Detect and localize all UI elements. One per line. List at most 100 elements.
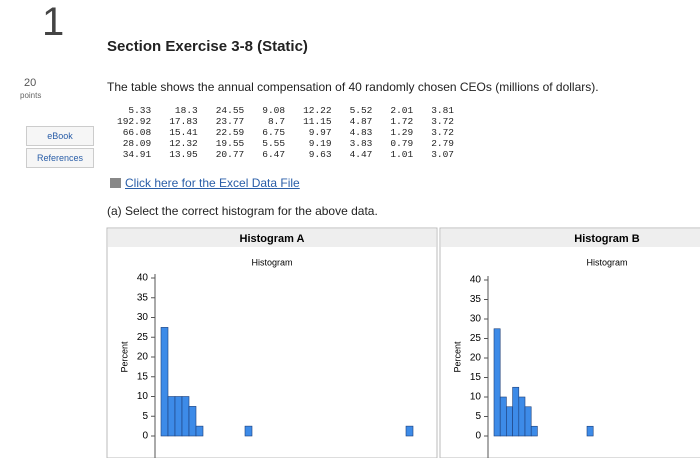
bar [195, 425, 204, 437]
bar [506, 406, 513, 437]
table-cell: 9.63 [308, 149, 332, 160]
table-cell: 66.08 [122, 127, 152, 138]
table-cell: 11.15 [303, 116, 332, 127]
points: 20 [24, 77, 37, 89]
bar [518, 396, 526, 437]
table-cell: 0.79 [390, 138, 414, 149]
table-row: 28.09 12.32 19.55 5.55 9.19 3.83 0.79 2.79 [108, 138, 463, 149]
y-tick-label: 0 [475, 431, 481, 442]
bar [512, 386, 520, 437]
bar [244, 425, 253, 437]
section-title: Section Exercise 3-8 (Static) [107, 38, 308, 55]
table-cell: 23.77 [215, 116, 245, 127]
histogram-title: Histogram A [240, 233, 305, 245]
link-text[interactable]: Click here for the Excel Data File [125, 176, 300, 190]
table-cell: 5.55 [262, 138, 286, 149]
table-cell: 3.83 [349, 138, 373, 149]
table-row: 192.92 17.83 23.77 8.7 11.15 4.87 1.72 3.72 [108, 116, 463, 127]
table-cell: 20.77 [215, 149, 245, 160]
histogram-subtitle: Histogram [586, 257, 627, 267]
histogram-subtitle: Histogram [251, 257, 292, 267]
question-number: 1 [42, 0, 65, 44]
table-cell: 3.72 [431, 116, 455, 127]
y-tick-label: 40 [137, 273, 149, 284]
table-cell: 6.75 [262, 127, 286, 138]
excel-link[interactable]: Click here for the Excel Data File [110, 176, 300, 190]
bar [160, 327, 169, 437]
table-cell: 12.32 [169, 138, 198, 149]
y-tick-label: 25 [470, 333, 482, 344]
table-cell: 2.79 [431, 138, 455, 149]
y-axis-label: Percent [452, 341, 462, 373]
y-tick-label: 15 [137, 371, 149, 382]
table-cell: 9.19 [308, 138, 332, 149]
table-cell: 22.59 [215, 127, 245, 138]
bar [188, 406, 197, 437]
file-icon [110, 178, 121, 188]
table-cell: 5.33 [128, 105, 152, 116]
table-cell: 6.47 [262, 149, 286, 160]
y-tick-label: 30 [470, 314, 482, 325]
y-tick-label: 5 [475, 411, 481, 422]
y-tick-label: 20 [470, 353, 482, 364]
table-cell: 1.72 [390, 116, 414, 127]
table-cell: 1.29 [390, 127, 414, 138]
panel-b-header [441, 229, 700, 247]
bar [181, 396, 190, 437]
ebook-button[interactable]: eBook [26, 126, 94, 146]
table-cell: 4.87 [349, 116, 373, 127]
table-cell: 34.91 [122, 149, 152, 160]
table-cell: 19.55 [215, 138, 245, 149]
panel-b[interactable] [439, 227, 700, 458]
table-cell: 3.07 [431, 149, 455, 160]
bar [167, 396, 176, 437]
table-cell: 28.09 [122, 138, 152, 149]
y-tick-label: 0 [142, 431, 148, 442]
table-cell: 15.41 [169, 127, 198, 138]
y-tick-label: 20 [137, 352, 149, 363]
bar [499, 396, 507, 437]
table-row: 5.33 18.3 24.55 9.08 12.22 5.52 2.01 3.81 [108, 105, 463, 116]
table-cell: 4.47 [349, 149, 373, 160]
y-tick-label: 10 [470, 392, 482, 403]
table-cell: 5.52 [349, 105, 373, 116]
references-button[interactable]: References [26, 148, 94, 168]
table-cell: 17.83 [169, 116, 198, 127]
table-cell: 13.95 [169, 149, 198, 160]
y-tick-label: 30 [137, 312, 149, 323]
table-cell: 3.72 [431, 127, 455, 138]
bar [530, 425, 538, 437]
bar [493, 328, 501, 437]
table-cell: 8.7 [267, 116, 286, 127]
question: (a) Select the correct histogram for the… [107, 204, 378, 218]
y-tick-label: 10 [137, 391, 149, 402]
table-cell: 2.01 [390, 105, 414, 116]
table-row: 34.91 13.95 20.77 6.47 9.63 4.47 1.01 3.07 [108, 149, 463, 160]
y-axis-label: Percent [119, 341, 129, 373]
y-tick-label: 15 [470, 372, 482, 383]
panel-a-header [108, 229, 436, 247]
table-cell: 4.83 [349, 127, 373, 138]
table-cell: 3.81 [431, 105, 455, 116]
table-row: 66.08 15.41 22.59 6.75 9.97 4.83 1.29 3.72 [108, 127, 463, 138]
y-tick-label: 25 [137, 332, 149, 343]
histogram-title: Histogram B [574, 233, 639, 245]
bar [524, 406, 532, 437]
table-cell: 9.97 [308, 127, 332, 138]
table-cell: 12.22 [303, 105, 332, 116]
points-label: points [20, 91, 42, 100]
y-tick-label: 40 [470, 275, 482, 286]
y-tick-label: 5 [142, 411, 148, 422]
table-cell: 24.55 [215, 105, 245, 116]
table-cell: 1.01 [390, 149, 414, 160]
intro: The table shows the annual compensation … [107, 80, 599, 94]
table-cell: 18.3 [174, 105, 198, 116]
y-tick-label: 35 [470, 294, 482, 305]
bar [405, 425, 414, 437]
table-cell: 192.92 [117, 116, 152, 127]
data-table: 5.33 18.3 24.55 9.08 12.22 5.52 2.01 3.81 192.92… [108, 105, 463, 160]
bar [174, 396, 183, 437]
bar [586, 425, 594, 437]
